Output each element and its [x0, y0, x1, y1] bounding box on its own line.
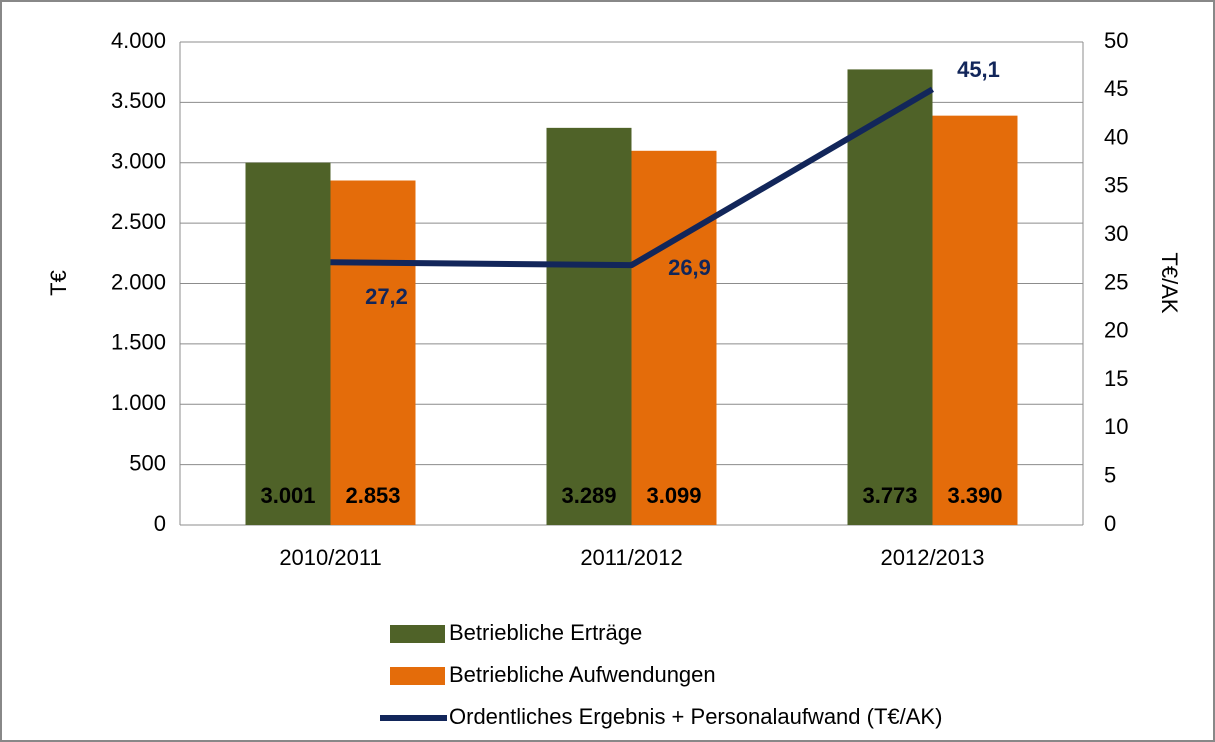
y2-tick-label: 20: [1104, 318, 1128, 343]
legend-swatch: [390, 625, 445, 643]
legend-label: Betriebliche Aufwendungen: [449, 662, 716, 687]
x-tick-label: 2011/2012: [580, 545, 682, 570]
bar-value-label: 3.773: [862, 483, 917, 508]
line-value-label: 45,1: [957, 57, 1000, 82]
line-series: [330, 86, 935, 269]
legend-label: Betriebliche Erträge: [449, 620, 642, 645]
bar: [631, 150, 717, 525]
legend-swatch: [390, 667, 445, 685]
y-tick-label: 1.500: [111, 330, 166, 355]
bar: [330, 180, 416, 525]
y2-axis-label: T€/AK: [1157, 252, 1182, 313]
y-axis-label: T€: [46, 270, 71, 296]
bar-value-label: 3.289: [561, 483, 616, 508]
y-tick-label: 1.000: [111, 390, 166, 415]
y2-tick-label: 0: [1104, 511, 1116, 536]
y-tick-label: 2.500: [111, 209, 166, 234]
bar-value-label: 2.853: [345, 483, 400, 508]
y2-tick-label: 10: [1104, 414, 1128, 439]
y-tick-label: 0: [154, 511, 166, 536]
line-value-label: 26,9: [668, 255, 711, 280]
line-value-label: 27,2: [365, 284, 408, 309]
y-tick-label: 2.000: [111, 269, 166, 294]
bar: [245, 162, 331, 525]
y-tick-label: 3.000: [111, 149, 166, 174]
y2-tick-label: 25: [1104, 269, 1128, 294]
y2-tick-label: 35: [1104, 173, 1128, 198]
y-tick-label: 3.500: [111, 88, 166, 113]
y2-tick-label: 15: [1104, 366, 1128, 391]
y-tick-label: 4.000: [111, 28, 166, 53]
y2-tick-label: 5: [1104, 463, 1116, 488]
x-tick-label: 2010/2011: [279, 545, 381, 570]
y2-tick-label: 45: [1104, 76, 1128, 101]
y2-tick-label: 40: [1104, 124, 1128, 149]
x-tick-label: 2012/2013: [881, 545, 985, 570]
y2-tick-label: 30: [1104, 221, 1128, 246]
bar-value-label: 3.099: [646, 483, 701, 508]
y-tick-label: 500: [129, 450, 166, 475]
legend-label: Ordentliches Ergebnis + Personalaufwand …: [449, 704, 942, 729]
bar-value-label: 3.001: [260, 483, 315, 508]
bar: [546, 127, 632, 526]
bar: [847, 69, 933, 525]
bar: [932, 115, 1018, 525]
y2-tick-label: 50: [1104, 28, 1128, 53]
bar-value-label: 3.390: [947, 483, 1002, 508]
